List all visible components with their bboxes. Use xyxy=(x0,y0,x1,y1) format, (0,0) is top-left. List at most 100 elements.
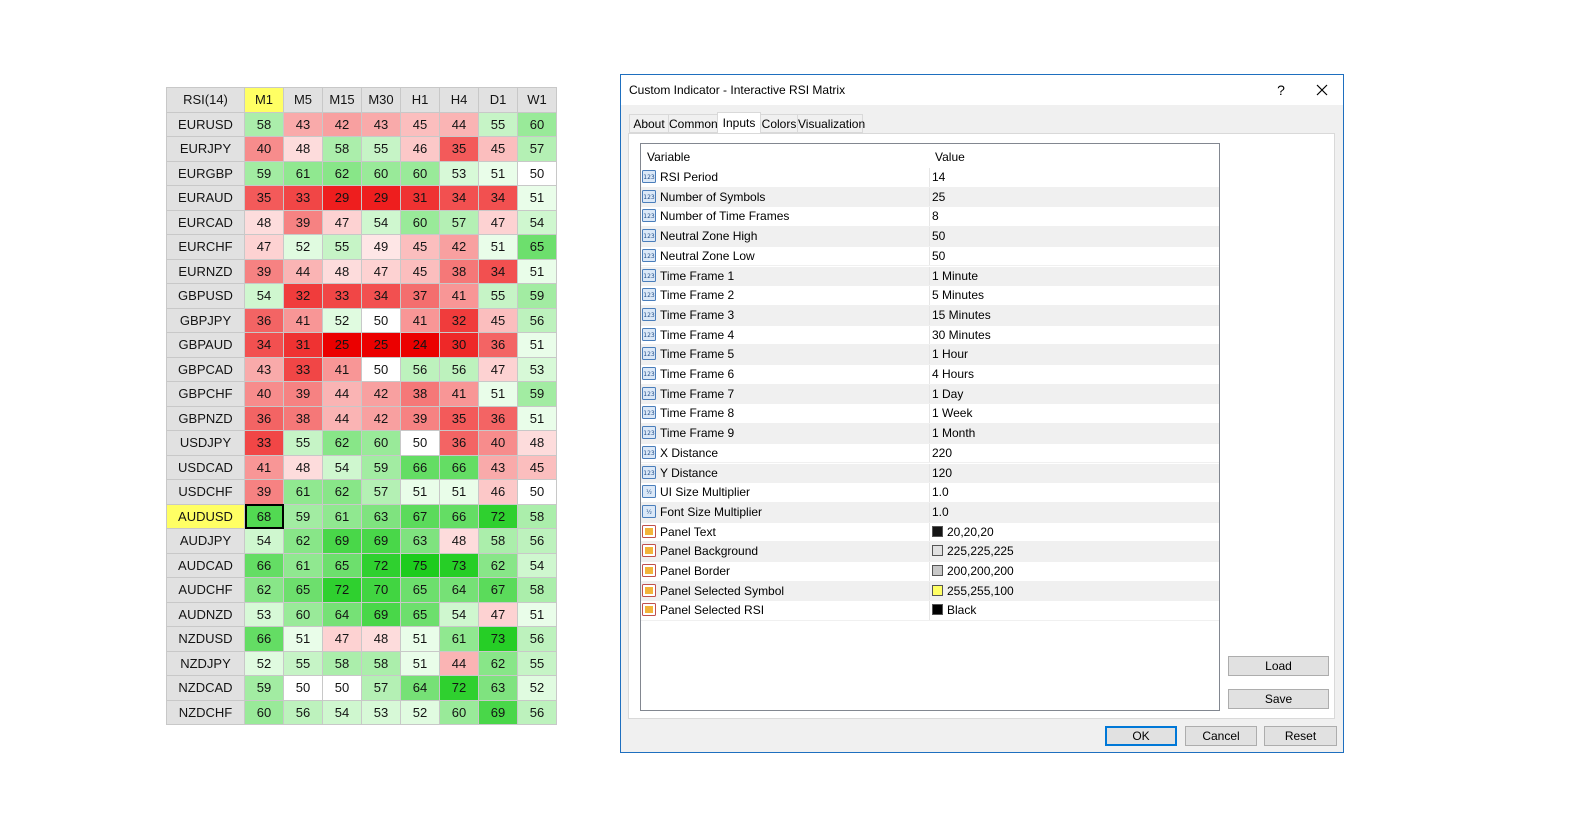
input-row[interactable]: Panel Text 20,20,20 xyxy=(641,522,1219,543)
rsi-value-cell[interactable]: 36 xyxy=(478,332,518,358)
input-value-cell[interactable]: 220 xyxy=(929,443,952,463)
rsi-value-cell[interactable]: 60 xyxy=(283,601,323,627)
rsi-value-cell[interactable]: 39 xyxy=(283,209,323,235)
rsi-value-cell[interactable]: 34 xyxy=(478,185,518,211)
rsi-value-cell[interactable]: 34 xyxy=(439,185,479,211)
rsi-value-cell[interactable]: 25 xyxy=(361,332,401,358)
rsi-value-cell[interactable]: 56 xyxy=(517,699,557,725)
symbol-label-gbpusd[interactable]: GBPUSD xyxy=(166,283,245,309)
symbol-label-audusd[interactable]: AUDUSD xyxy=(166,503,245,529)
rsi-value-cell[interactable]: 47 xyxy=(478,356,518,382)
rsi-value-cell[interactable]: 67 xyxy=(400,503,440,529)
rsi-value-cell[interactable]: 44 xyxy=(283,258,323,284)
input-value-cell[interactable]: 1 Hour xyxy=(929,345,968,364)
rsi-value-cell[interactable]: 54 xyxy=(244,283,284,309)
input-value-cell[interactable]: 120 xyxy=(929,463,952,483)
symbol-label-eurchf[interactable]: EURCHF xyxy=(166,234,245,260)
rsi-value-cell[interactable]: 44 xyxy=(322,405,362,431)
rsi-value-cell[interactable]: 53 xyxy=(244,601,284,627)
rsi-value-cell[interactable]: 29 xyxy=(322,185,362,211)
timeframe-header-h1[interactable]: H1 xyxy=(400,87,440,113)
rsi-value-cell[interactable]: 60 xyxy=(517,111,557,137)
rsi-value-cell[interactable]: 54 xyxy=(244,528,284,554)
rsi-value-cell[interactable]: 45 xyxy=(400,111,440,137)
rsi-value-cell[interactable]: 44 xyxy=(439,111,479,137)
rsi-value-cell[interactable]: 51 xyxy=(517,332,557,358)
rsi-value-cell[interactable]: 36 xyxy=(244,307,284,333)
rsi-value-cell[interactable]: 52 xyxy=(400,699,440,725)
rsi-value-cell[interactable]: 62 xyxy=(322,479,362,505)
input-row[interactable]: 123 Neutral Zone Low 50 xyxy=(641,246,1219,267)
input-row[interactable]: Panel Border 200,200,200 xyxy=(641,562,1219,582)
rsi-value-cell[interactable]: 62 xyxy=(478,552,518,578)
rsi-value-cell[interactable]: 60 xyxy=(400,209,440,235)
rsi-value-cell[interactable]: 50 xyxy=(517,479,557,505)
rsi-value-cell[interactable]: 61 xyxy=(283,160,323,186)
rsi-value-cell[interactable]: 69 xyxy=(361,528,401,554)
input-row[interactable]: 123 Time Frame 3 15 Minutes xyxy=(641,305,1219,326)
rsi-value-cell[interactable]: 62 xyxy=(283,528,323,554)
rsi-value-cell[interactable]: 63 xyxy=(400,528,440,554)
input-value-cell[interactable]: 255,255,100 xyxy=(929,581,1014,601)
rsi-value-cell[interactable]: 54 xyxy=(361,209,401,235)
symbol-label-nzdcad[interactable]: NZDCAD xyxy=(166,675,245,701)
rsi-value-cell[interactable]: 41 xyxy=(439,381,479,407)
rsi-value-cell[interactable]: 46 xyxy=(400,136,440,162)
input-value-cell[interactable]: 14 xyxy=(929,168,945,187)
rsi-value-cell[interactable]: 62 xyxy=(322,430,362,456)
rsi-value-cell[interactable]: 64 xyxy=(439,577,479,603)
rsi-value-cell[interactable]: 55 xyxy=(478,283,518,309)
input-value-cell[interactable]: 1 Minute xyxy=(929,266,978,286)
rsi-value-cell[interactable]: 42 xyxy=(361,405,401,431)
rsi-value-cell[interactable]: 57 xyxy=(439,209,479,235)
rsi-value-cell[interactable]: 47 xyxy=(322,626,362,652)
rsi-value-cell[interactable]: 57 xyxy=(517,136,557,162)
rsi-value-cell[interactable]: 58 xyxy=(517,503,557,529)
timeframe-header-w1[interactable]: W1 xyxy=(517,87,557,113)
rsi-value-cell[interactable]: 46 xyxy=(478,479,518,505)
rsi-value-cell[interactable]: 58 xyxy=(322,650,362,676)
rsi-value-cell[interactable]: 62 xyxy=(244,577,284,603)
input-row[interactable]: 123 Number of Symbols 25 xyxy=(641,187,1219,208)
symbol-label-eurjpy[interactable]: EURJPY xyxy=(166,136,245,162)
rsi-value-cell[interactable]: 33 xyxy=(244,430,284,456)
input-row[interactable]: 123 Time Frame 6 4 Hours xyxy=(641,365,1219,385)
rsi-value-cell[interactable]: 51 xyxy=(517,185,557,211)
help-button[interactable]: ? xyxy=(1277,82,1285,98)
rsi-value-cell[interactable]: 40 xyxy=(244,136,284,162)
input-value-cell[interactable]: 8 xyxy=(929,207,939,227)
rsi-value-cell[interactable]: 48 xyxy=(361,626,401,652)
rsi-value-cell[interactable]: 60 xyxy=(244,699,284,725)
rsi-value-cell[interactable]: 56 xyxy=(517,528,557,554)
input-value-cell[interactable]: 200,200,200 xyxy=(929,562,1014,581)
input-value-cell[interactable]: 50 xyxy=(929,246,945,266)
rsi-value-cell[interactable]: 31 xyxy=(283,332,323,358)
rsi-value-cell[interactable]: 45 xyxy=(517,454,557,480)
rsi-value-cell[interactable]: 51 xyxy=(517,405,557,431)
symbol-label-gbpcad[interactable]: GBPCAD xyxy=(166,356,245,382)
rsi-value-cell[interactable]: 51 xyxy=(283,626,323,652)
symbol-label-eurnzd[interactable]: EURNZD xyxy=(166,258,245,284)
rsi-value-cell[interactable]: 66 xyxy=(439,503,479,529)
timeframe-header-m30[interactable]: M30 xyxy=(361,87,401,113)
rsi-value-cell[interactable]: 48 xyxy=(322,258,362,284)
rsi-value-cell[interactable]: 40 xyxy=(478,430,518,456)
rsi-value-cell[interactable]: 45 xyxy=(478,136,518,162)
rsi-value-cell[interactable]: 59 xyxy=(517,381,557,407)
input-row[interactable]: Panel Selected Symbol 255,255,100 xyxy=(641,581,1219,602)
rsi-value-cell[interactable]: 69 xyxy=(322,528,362,554)
rsi-value-cell[interactable]: 66 xyxy=(439,454,479,480)
rsi-value-cell[interactable]: 60 xyxy=(439,699,479,725)
rsi-value-cell[interactable]: 73 xyxy=(439,552,479,578)
input-row[interactable]: 123 Time Frame 8 1 Week xyxy=(641,404,1219,425)
symbol-label-eurcad[interactable]: EURCAD xyxy=(166,209,245,235)
rsi-value-cell[interactable]: 51 xyxy=(439,479,479,505)
rsi-value-cell[interactable]: 51 xyxy=(400,650,440,676)
rsi-value-cell[interactable]: 66 xyxy=(400,454,440,480)
rsi-value-cell[interactable]: 54 xyxy=(517,552,557,578)
rsi-value-cell[interactable]: 51 xyxy=(478,381,518,407)
rsi-value-cell[interactable]: 73 xyxy=(478,626,518,652)
input-value-cell[interactable]: 225,225,225 xyxy=(929,542,1014,561)
rsi-value-cell[interactable]: 52 xyxy=(322,307,362,333)
rsi-value-cell[interactable]: 35 xyxy=(244,185,284,211)
